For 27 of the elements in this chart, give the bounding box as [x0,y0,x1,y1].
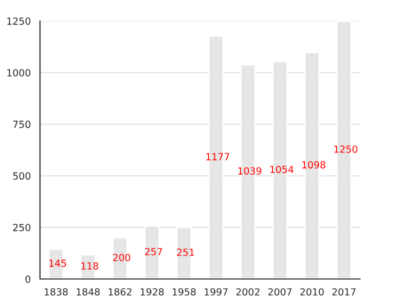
x-tick-label: 2007 [268,288,292,296]
data-label: 257 [145,248,162,256]
data-label: 1250 [334,145,358,153]
x-tick-label: 1928 [140,288,164,296]
y-tick-label: 1000 [7,69,30,76]
y-tick-label: 1250 [7,17,30,25]
y-tick-label: 750 [13,120,30,128]
x-tick-label: 1958 [172,288,196,296]
x-tick-label: 1848 [76,288,100,296]
data-label: 1098 [302,161,326,169]
data-label: 251 [177,248,194,256]
y-tick-label: 500 [13,172,30,180]
x-tick-label: 1838 [44,288,68,296]
x-tick-label: 2002 [236,288,260,296]
data-label: 118 [81,262,98,270]
x-tick-label: 2010 [300,288,324,296]
x-tick-label: 1997 [204,288,228,296]
x-tick-label: 1862 [108,288,132,296]
bar [48,248,64,279]
data-label: 1054 [270,166,294,174]
data-label: 1177 [206,153,230,160]
data-label: 1039 [238,167,262,175]
y-tick-label: 250 [13,224,30,232]
x-tick-label: 2017 [332,288,356,296]
y-tick-label: 0 [25,275,30,283]
data-label: 145 [49,260,66,267]
data-label: 200 [113,254,130,262]
